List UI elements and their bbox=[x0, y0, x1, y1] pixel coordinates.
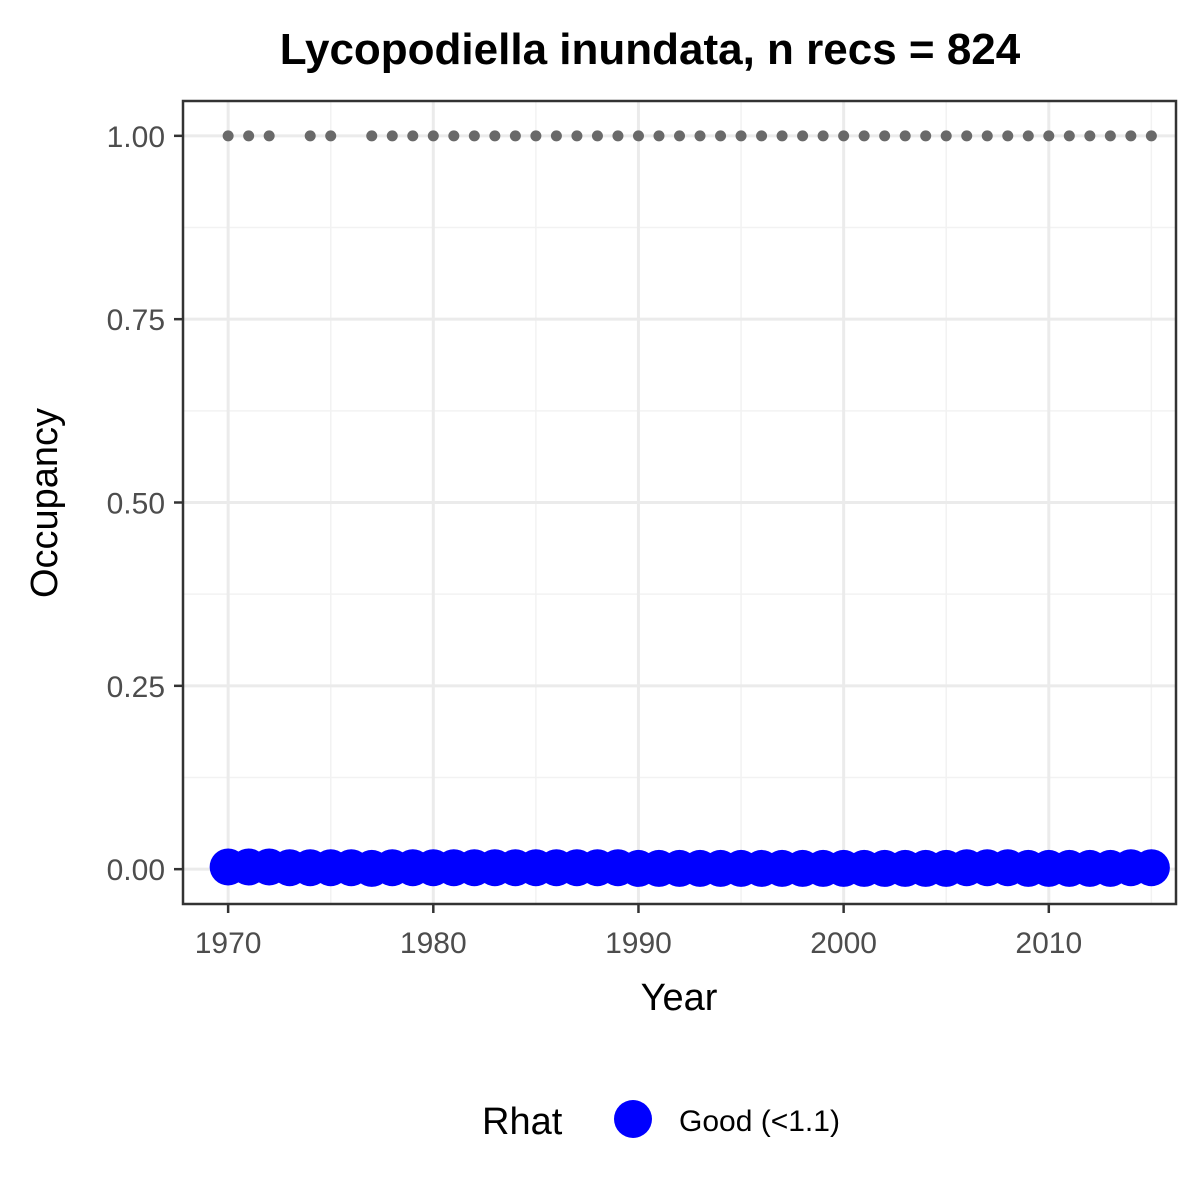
data-point-observed bbox=[1043, 130, 1055, 142]
y-tick-label: 1.00 bbox=[107, 121, 165, 154]
data-point-observed bbox=[715, 130, 727, 142]
data-point-observed bbox=[468, 130, 480, 142]
y-tick-label: 0.25 bbox=[107, 671, 165, 704]
x-tick-label: 2010 bbox=[1015, 927, 1082, 960]
legend-title: Rhat bbox=[482, 1101, 563, 1143]
data-point-observed bbox=[489, 130, 501, 142]
data-point-observed bbox=[858, 130, 870, 142]
data-point-observed bbox=[591, 130, 603, 142]
legend: Rhat Good (<1.1) bbox=[482, 1100, 840, 1143]
data-point-observed bbox=[243, 130, 255, 142]
data-point-observed bbox=[797, 130, 809, 142]
data-point-observed bbox=[509, 130, 521, 142]
data-point-observed bbox=[653, 130, 665, 142]
data-point-observed bbox=[550, 130, 562, 142]
plot-panel bbox=[183, 101, 1176, 904]
x-tick-label: 2000 bbox=[810, 927, 877, 960]
data-point-observed bbox=[612, 130, 624, 142]
data-point-observed bbox=[981, 130, 993, 142]
x-tick-label: 1990 bbox=[605, 927, 672, 960]
x-tick-label: 1970 bbox=[195, 927, 262, 960]
data-point-observed bbox=[694, 130, 706, 142]
x-tick-label: 1980 bbox=[400, 927, 467, 960]
plot-border bbox=[181, 99, 1178, 906]
data-point-observed bbox=[448, 130, 460, 142]
data-point-observed bbox=[879, 130, 891, 142]
data-point-observed bbox=[1145, 130, 1157, 142]
data-point-observed bbox=[756, 130, 768, 142]
legend-label-good: Good (<1.1) bbox=[679, 1105, 840, 1138]
data-point-observed bbox=[1002, 130, 1014, 142]
y-tick-label: 0.00 bbox=[107, 854, 165, 887]
data-point-observed bbox=[407, 130, 419, 142]
x-axis-title: Year bbox=[641, 977, 718, 1019]
y-axis: 0.00 0.25 0.50 0.75 1.00 bbox=[107, 121, 183, 887]
data-point-observed bbox=[530, 130, 542, 142]
data-point-observed bbox=[1125, 130, 1137, 142]
data-point-observed bbox=[920, 130, 932, 142]
y-axis-title: Occupancy bbox=[24, 408, 66, 598]
data-point-observed bbox=[1084, 130, 1096, 142]
data-point-observed bbox=[940, 130, 952, 142]
data-point-observed bbox=[325, 130, 337, 142]
data-point-observed bbox=[304, 130, 316, 142]
data-point-observed bbox=[735, 130, 747, 142]
data-point-observed bbox=[632, 130, 644, 142]
data-point-observed bbox=[427, 130, 439, 142]
data-point-good bbox=[1132, 849, 1170, 887]
x-axis: 1970 1980 1990 2000 2010 bbox=[195, 904, 1082, 960]
data-point-observed bbox=[386, 130, 398, 142]
data-point-observed bbox=[838, 130, 850, 142]
data-points bbox=[209, 130, 1170, 887]
data-point-observed bbox=[366, 130, 378, 142]
data-point-observed bbox=[817, 130, 829, 142]
chart-title: Lycopodiella inundata, n recs = 824 bbox=[280, 25, 1021, 74]
data-point-observed bbox=[961, 130, 973, 142]
data-point-observed bbox=[263, 130, 275, 142]
data-point-observed bbox=[1022, 130, 1034, 142]
y-tick-label: 0.75 bbox=[107, 304, 165, 337]
data-point-observed bbox=[1104, 130, 1116, 142]
data-point-observed bbox=[674, 130, 685, 142]
data-point-observed bbox=[222, 130, 234, 142]
y-tick-label: 0.50 bbox=[107, 488, 165, 521]
legend-key-good bbox=[614, 1100, 652, 1138]
data-point-observed bbox=[899, 130, 911, 142]
data-point-observed bbox=[1063, 130, 1075, 142]
data-point-observed bbox=[776, 130, 788, 142]
data-point-observed bbox=[571, 130, 583, 142]
